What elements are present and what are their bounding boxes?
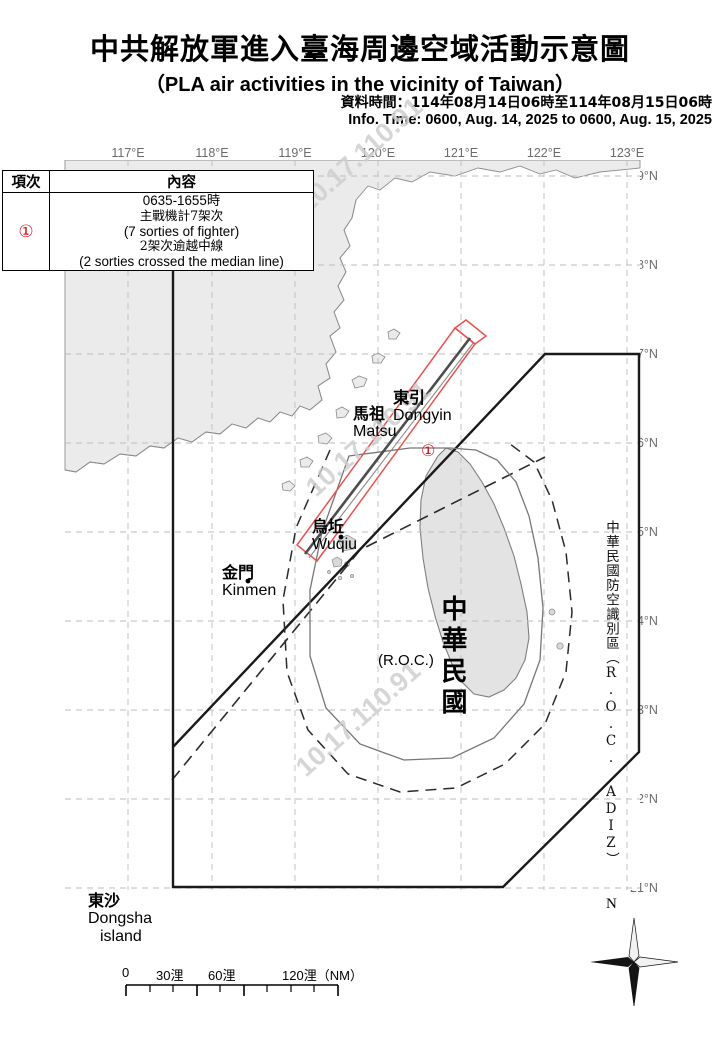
legend-median-zh: 2架次逾越中線 [139, 238, 224, 254]
legend-header-index: 項次 [2, 170, 50, 193]
label-roc-adiz: 中華民國防空識別區（R.O.C. ADIZ） [603, 520, 619, 867]
scale-bar-ruler [125, 984, 339, 996]
scale-bar: 0 30浬 60浬 120浬（NM） [120, 965, 363, 1004]
taiwan-island [419, 447, 530, 698]
lon-tick-119: 119°E [278, 146, 312, 160]
lon-tick-117: 117°E [111, 146, 145, 160]
legend-row-content: 0635-1655時 主戰機計7架次 (7 sorties of fighter… [49, 191, 314, 272]
penghu-islands [327, 534, 357, 581]
lon-tick-123: 123°E [609, 146, 645, 160]
page-title-chinese: 中共解放軍進入臺海周邊空域活動示意圖 [89, 32, 630, 66]
legend-time: 0635-1655時 [142, 193, 221, 208]
lon-tick-120: 120°E [360, 146, 396, 160]
legend-sorties-en: (7 sorties of fighter) [123, 223, 240, 239]
page-title-english: （PLA air activities in the vicinity of T… [144, 74, 576, 96]
scale-label-30: 30浬 [156, 968, 184, 983]
compass-rose: N [586, 896, 682, 1015]
lon-tick-122: 122°E [526, 146, 562, 160]
label-taiwan-roc-english: (R.O.C.) [378, 652, 434, 669]
scale-label-60: 60浬 [208, 968, 236, 983]
scale-bar-labels: 0 30浬 60浬 120浬（NM） [120, 965, 363, 983]
label-dongsha-zh: 東沙 [88, 891, 121, 910]
pla-flight-track [303, 337, 475, 559]
lon-tick-118: 118°E [195, 146, 229, 160]
contiguous-zone-contour [309, 447, 544, 761]
graticule-grid [65, 160, 640, 890]
activity-legend-table: 項次 內容 ① 0635-1655時 主戰機計7架次 (7 sorties of… [2, 170, 314, 272]
info-time-chinese: 資料時間：114年08月14日06時至114年08月15日06時 [340, 95, 712, 111]
scale-label-120: 120浬（NM） [282, 968, 363, 983]
label-taiwan-roc-chinese: 中華民國 [437, 595, 467, 719]
legend-header-content: 內容 [49, 170, 314, 193]
minor-islands-east [548, 608, 564, 650]
lon-tick-121: 121°E [443, 146, 479, 160]
roc-adiz-boundary [171, 176, 641, 889]
legend-sorties-zh: 主戰機計7架次 [139, 207, 224, 223]
offshore-islets [281, 328, 401, 492]
info-time-english: Info. Time: 0600, Aug. 14, 2025 to 0600,… [348, 112, 712, 128]
legend-row[interactable]: ① 0635-1655時 主戰機計7架次 (7 sorties of fight… [2, 191, 314, 272]
legend-header-row: 項次 內容 [2, 170, 314, 193]
label-dongsha-en: Dongsha [88, 909, 153, 927]
taiwan-strait-median-line [171, 456, 546, 781]
legend-median-en: (2 sorties crossed the median line) [79, 254, 284, 270]
compass-north-label: N [606, 896, 617, 912]
corridor-marker-1: ① [421, 443, 436, 460]
outer-dashed-contour [282, 443, 573, 793]
label-dongsha: 東沙 Dongsha island [88, 891, 153, 946]
mainland-coastline-detail [64, 199, 357, 473]
compass-star-icon [590, 917, 679, 1007]
island-point-markers [245, 400, 410, 584]
legend-row-index: ① [2, 191, 50, 272]
scale-label-0: 0 [122, 965, 130, 980]
label-dongsha-en2: island [100, 927, 142, 945]
